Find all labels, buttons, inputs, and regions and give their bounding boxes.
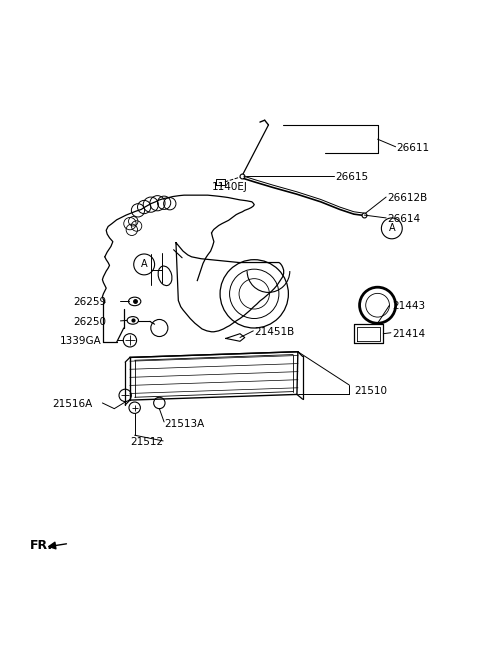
- Text: 26612B: 26612B: [387, 192, 427, 203]
- Text: 26611: 26611: [396, 143, 430, 153]
- Text: 26614: 26614: [387, 214, 420, 224]
- Text: 1339GA: 1339GA: [60, 337, 101, 346]
- Text: 21510: 21510: [354, 386, 387, 396]
- Text: 21516A: 21516A: [53, 399, 93, 409]
- Text: 1140EJ: 1140EJ: [212, 182, 247, 192]
- Text: 26259: 26259: [73, 297, 106, 308]
- Text: 21443: 21443: [392, 301, 425, 311]
- Text: A: A: [141, 259, 147, 270]
- Text: 21512: 21512: [130, 437, 163, 447]
- Text: 21451B: 21451B: [254, 327, 295, 337]
- Text: 26250: 26250: [73, 317, 106, 327]
- Text: A: A: [388, 223, 395, 234]
- Text: FR.: FR.: [30, 539, 53, 552]
- Text: 26615: 26615: [335, 172, 368, 182]
- Text: 21513A: 21513A: [164, 419, 204, 429]
- Text: 21414: 21414: [392, 329, 425, 338]
